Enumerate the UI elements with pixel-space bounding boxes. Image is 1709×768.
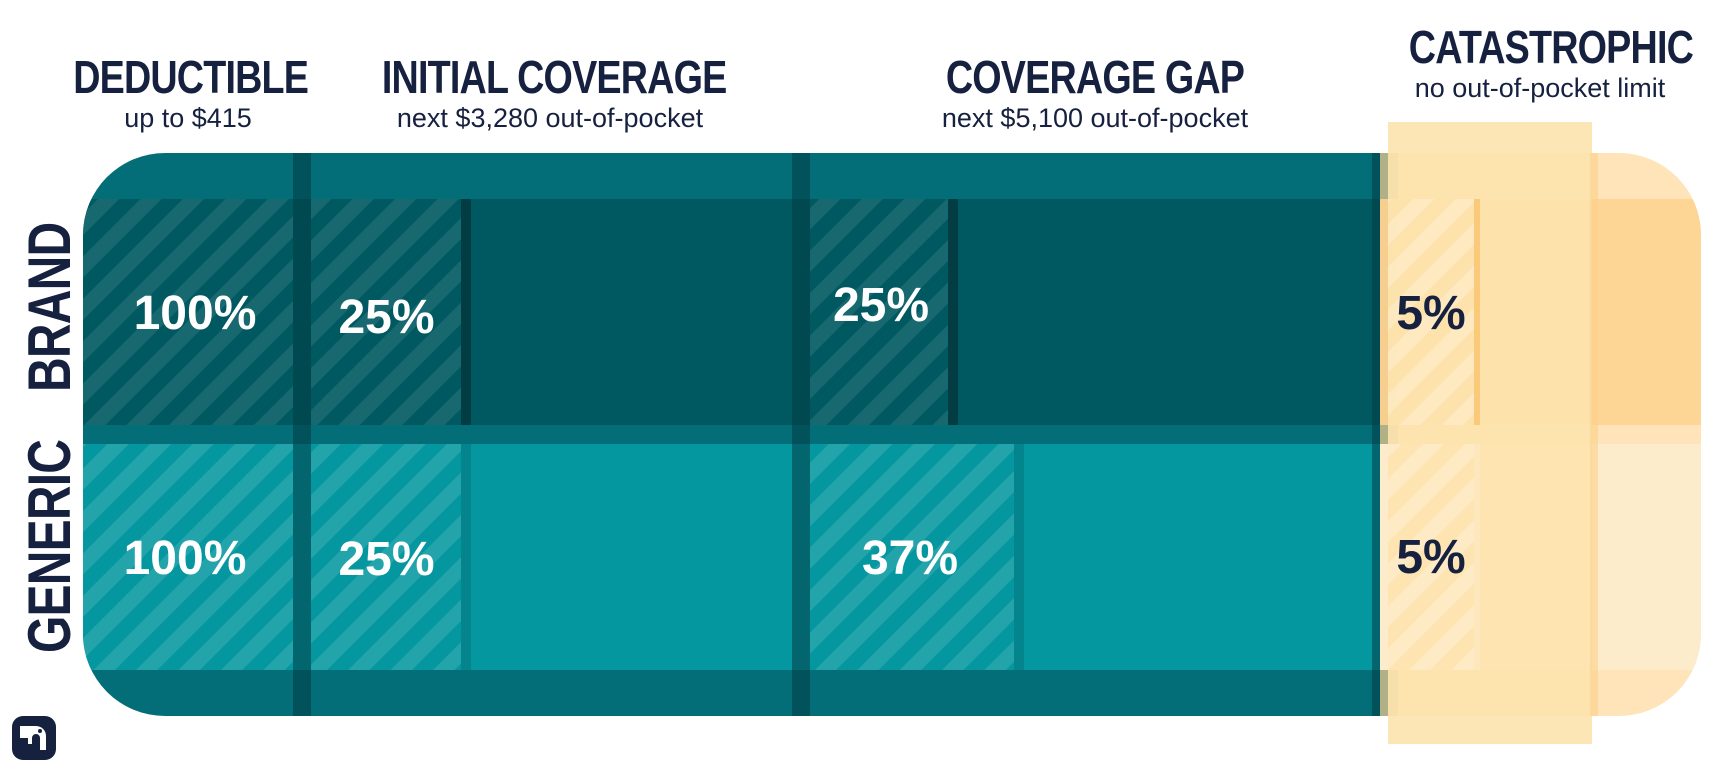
generic-deductible-pct: 100% bbox=[123, 532, 247, 585]
brand-initial-divider bbox=[461, 199, 471, 425]
generic-initial-pct: 25% bbox=[338, 533, 435, 586]
brand-deductible-pct: 100% bbox=[133, 287, 257, 340]
catastrophic-generic-divider bbox=[1474, 444, 1480, 670]
phase-divider-1 bbox=[293, 153, 311, 716]
phase-header-initial: INITIAL COVERAGE next $3,280 out-of-pock… bbox=[345, 52, 755, 134]
phase-subtitle: next $5,100 out-of-pocket bbox=[941, 103, 1249, 133]
brand-initial-share bbox=[311, 199, 462, 425]
phase-title: CATASTROPHIC bbox=[1408, 21, 1694, 73]
phase-header-catastrophic: CATASTROPHIC no out-of-pocket limit bbox=[1380, 22, 1700, 104]
phase-subtitle: up to $415 bbox=[124, 103, 252, 133]
row-label-brand: BRAND bbox=[16, 222, 83, 392]
phase-subtitle: next $3,280 out-of-pocket bbox=[396, 103, 704, 133]
phase-title: COVERAGE GAP bbox=[945, 51, 1245, 103]
catastrophic-bar-edge bbox=[1590, 153, 1598, 716]
generic-gap-share bbox=[810, 444, 1015, 670]
generic-catastrophic-pct: 5% bbox=[1396, 531, 1466, 584]
row-label-generic: GENERIC bbox=[16, 439, 83, 653]
generic-gap-divider bbox=[1014, 444, 1024, 670]
brand-gap-divider bbox=[948, 199, 958, 425]
catastrophic-brand-share bbox=[1388, 199, 1474, 425]
phase-header-deductible: DEDUCTIBLE up to $415 bbox=[48, 52, 328, 134]
brand-catastrophic-pct: 5% bbox=[1396, 287, 1466, 340]
brand-initial-pct: 25% bbox=[338, 291, 435, 344]
phase-subtitle: no out-of-pocket limit bbox=[1414, 73, 1666, 103]
brand-gap-share bbox=[810, 199, 952, 425]
generic-deductible-share bbox=[83, 444, 293, 670]
generic-initial-share bbox=[311, 444, 462, 670]
phase-title: INITIAL COVERAGE bbox=[381, 51, 727, 103]
coverage-frame bbox=[83, 153, 1398, 716]
phase-divider-2 bbox=[792, 153, 810, 716]
catastrophic-generic-share bbox=[1388, 444, 1474, 670]
elephant-icon bbox=[12, 716, 56, 760]
generic-gap-pct: 37% bbox=[861, 532, 959, 585]
brand-gap-pct: 25% bbox=[832, 279, 930, 332]
brand-deductible-share bbox=[83, 199, 293, 425]
phase-header-gap: COVERAGE GAP next $5,100 out-of-pocket bbox=[890, 52, 1300, 134]
catastrophic-brand-divider bbox=[1474, 199, 1480, 425]
phase-title: DEDUCTIBLE bbox=[73, 51, 309, 103]
generic-initial-divider bbox=[461, 444, 471, 670]
